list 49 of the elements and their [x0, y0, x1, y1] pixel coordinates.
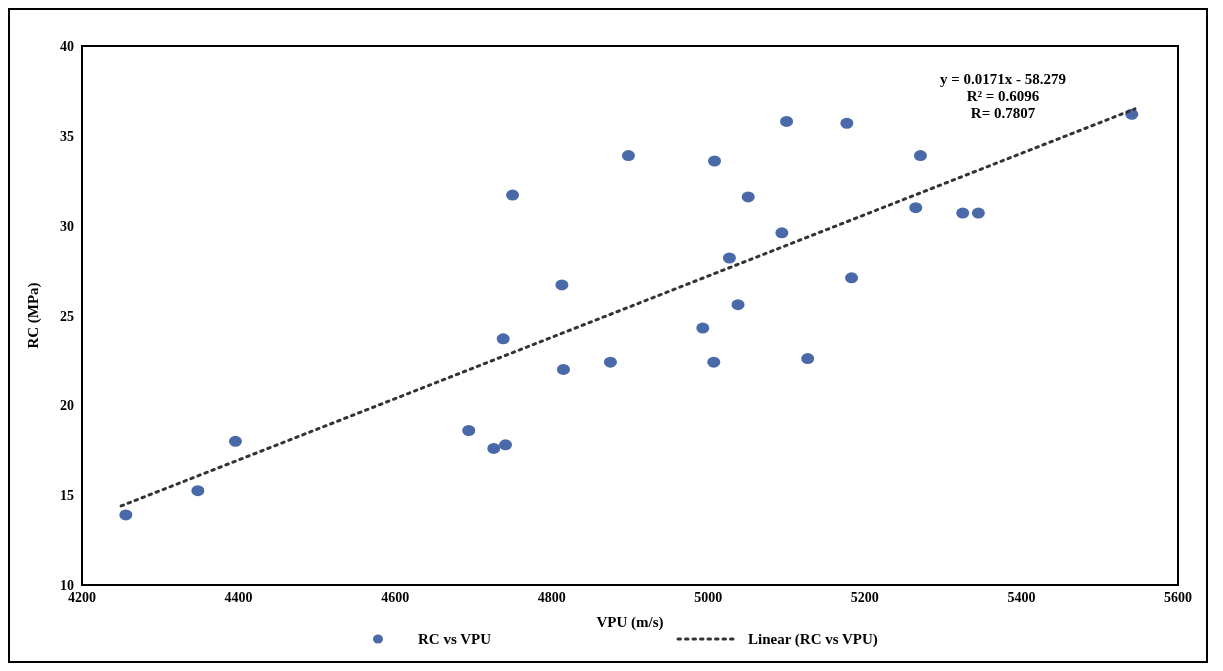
point — [621, 150, 635, 162]
x-tick-label: 4200 — [68, 590, 96, 605]
x-axis-title: VPU (m/s) — [596, 614, 664, 631]
point — [487, 442, 501, 454]
point — [499, 439, 513, 451]
point — [913, 150, 927, 162]
point — [496, 333, 510, 345]
x-tick-label: 4600 — [381, 590, 410, 605]
y-tick-label: 20 — [60, 398, 74, 414]
point — [840, 117, 854, 129]
y-tick-label: 15 — [60, 488, 74, 504]
x-tick-label: 5600 — [1164, 590, 1192, 605]
point — [956, 207, 970, 219]
legend-label: RC vs VPU — [418, 631, 492, 647]
point — [731, 299, 745, 311]
point — [707, 356, 721, 368]
point — [801, 353, 815, 365]
x-tick-label: 5000 — [694, 590, 723, 605]
y-tick-label: 40 — [60, 39, 74, 54]
legend-label: Linear (RC vs VPU) — [748, 631, 878, 648]
point — [119, 509, 133, 521]
x-tick-label: 5400 — [1007, 590, 1036, 605]
point — [845, 272, 859, 284]
point — [462, 424, 476, 436]
point — [555, 279, 569, 291]
point — [722, 252, 736, 264]
point — [191, 485, 205, 497]
point — [971, 207, 985, 219]
point — [506, 189, 520, 201]
point — [741, 191, 755, 203]
x-tick-label: 4800 — [537, 590, 566, 605]
point — [556, 363, 570, 375]
annotation: R² = 0.6096 — [966, 88, 1040, 104]
point — [708, 155, 722, 167]
x-tick-label: 4400 — [224, 590, 253, 605]
y-tick-label: 25 — [60, 308, 74, 324]
point — [775, 227, 789, 239]
y-tick-label: 35 — [60, 128, 74, 144]
y-tick-label: 10 — [60, 578, 74, 593]
x-tick-label: 5200 — [850, 590, 879, 605]
point — [228, 435, 242, 447]
y-tick-label: 30 — [60, 218, 74, 234]
point — [696, 322, 710, 334]
annotation: y = 0.0171x - 58.279 — [939, 71, 1067, 87]
annotation: R= 0.7807 — [970, 105, 1036, 121]
point — [603, 356, 617, 368]
point — [909, 202, 923, 214]
y-axis-title: RC (MPa) — [25, 282, 42, 349]
point — [780, 115, 794, 127]
